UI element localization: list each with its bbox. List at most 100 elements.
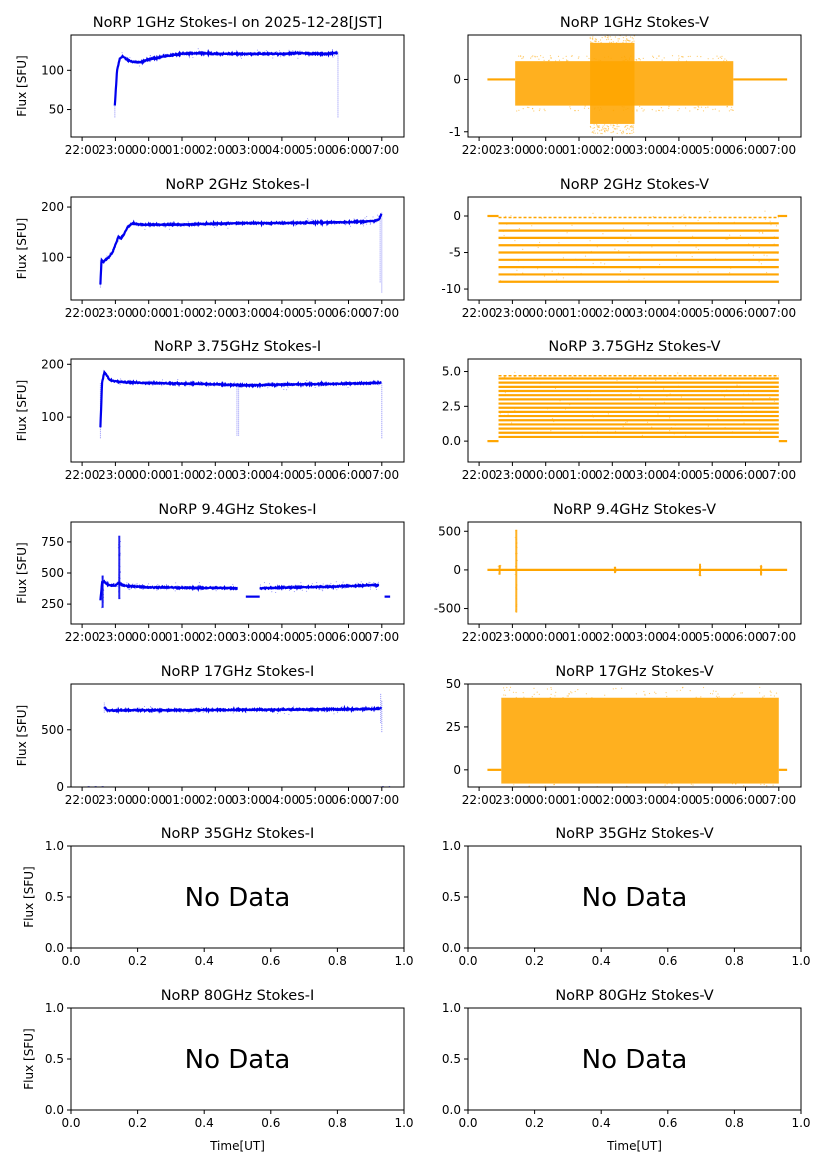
x-tick-label: 02:00 <box>595 793 630 807</box>
data-point <box>139 60 141 62</box>
data-point <box>764 788 765 789</box>
data-point <box>609 432 611 434</box>
data-point <box>588 57 590 60</box>
data-point <box>214 52 216 54</box>
data-point <box>515 562 517 564</box>
data-point <box>534 788 535 789</box>
y-tick-label: 0.5 <box>442 890 461 904</box>
data-point <box>692 235 694 237</box>
data-point <box>270 585 272 587</box>
data-point <box>612 688 614 690</box>
data-point <box>229 221 231 223</box>
data-point <box>135 585 137 587</box>
data-point <box>554 387 557 389</box>
data-point <box>657 407 659 409</box>
data-point <box>107 583 109 585</box>
data-point <box>306 380 308 381</box>
data-point <box>611 33 612 34</box>
data-point <box>731 109 733 111</box>
x-tick-label: 22:00 <box>65 468 100 482</box>
data-point <box>119 545 121 547</box>
x-tick-label: 07:00 <box>365 630 400 644</box>
data-point <box>698 565 700 567</box>
data-point <box>628 128 630 130</box>
x-tick-label: 01:00 <box>562 468 597 482</box>
data-point <box>585 693 588 695</box>
data-point <box>498 573 500 575</box>
x-tick-label: 04:00 <box>662 143 697 157</box>
data-point <box>577 109 579 112</box>
plot-area <box>487 686 788 792</box>
data-point <box>132 708 134 710</box>
y-tick-label: 0 <box>56 780 64 794</box>
data-point <box>207 588 209 590</box>
data-point <box>769 397 771 399</box>
data-point <box>506 223 508 225</box>
y-tick-label: 500 <box>41 723 64 737</box>
data-point <box>288 713 290 715</box>
data-point <box>504 376 506 378</box>
data-point <box>562 257 565 259</box>
data-point <box>589 36 591 39</box>
data-point <box>690 783 692 785</box>
data-point <box>719 56 721 58</box>
data-point <box>763 695 765 697</box>
data-point <box>755 410 757 412</box>
data-point <box>246 53 248 54</box>
data-point <box>731 783 734 785</box>
data-point <box>376 214 378 216</box>
data-point <box>589 391 592 393</box>
data-point <box>741 692 744 694</box>
band-0 <box>501 697 779 784</box>
panel-5: 22:0023:0000:0001:0002:0003:0004:0005:00… <box>442 339 802 482</box>
x-tick-label: 0.2 <box>128 954 147 968</box>
data-point <box>693 107 695 109</box>
data-point <box>129 709 131 711</box>
data-point <box>161 385 163 387</box>
data-point <box>536 691 538 693</box>
data-point <box>557 55 560 58</box>
data-point <box>209 711 211 712</box>
data-point <box>333 382 335 384</box>
data-point <box>101 592 103 594</box>
data-point <box>602 411 605 413</box>
data-point <box>542 56 544 58</box>
data-point <box>592 262 594 265</box>
data-point <box>627 40 630 42</box>
data-point <box>596 125 598 127</box>
data-point <box>320 384 322 386</box>
x-tick-label: 23:00 <box>495 793 530 807</box>
data-point <box>566 695 568 697</box>
no-data-label: No Data <box>185 883 291 913</box>
data-point <box>370 586 372 588</box>
data-point <box>630 33 631 34</box>
data-point <box>305 708 307 710</box>
data-point <box>627 124 629 127</box>
data-point <box>289 586 291 588</box>
data-point <box>498 566 500 568</box>
data-point <box>183 383 185 385</box>
data-point <box>311 583 313 585</box>
data-point <box>200 384 202 386</box>
data-point <box>581 435 583 437</box>
data-point <box>696 791 697 792</box>
data-point <box>592 127 594 129</box>
data-point <box>117 63 119 65</box>
data-point <box>165 586 167 588</box>
data-point <box>773 695 776 697</box>
data-point <box>168 588 170 590</box>
data-point <box>724 427 726 429</box>
x-tick-label: 0.4 <box>592 1116 611 1130</box>
data-point <box>602 125 604 127</box>
data-point <box>622 426 624 428</box>
data-point <box>368 707 370 709</box>
data-point <box>621 133 623 135</box>
y-tick-label: 1.0 <box>442 1001 461 1015</box>
data-point <box>162 54 164 56</box>
data-point <box>324 708 326 709</box>
data-point <box>595 407 597 409</box>
data-point <box>773 377 776 379</box>
x-tick-label: 03:00 <box>628 793 663 807</box>
data-point <box>626 39 629 41</box>
data-point <box>184 224 186 226</box>
